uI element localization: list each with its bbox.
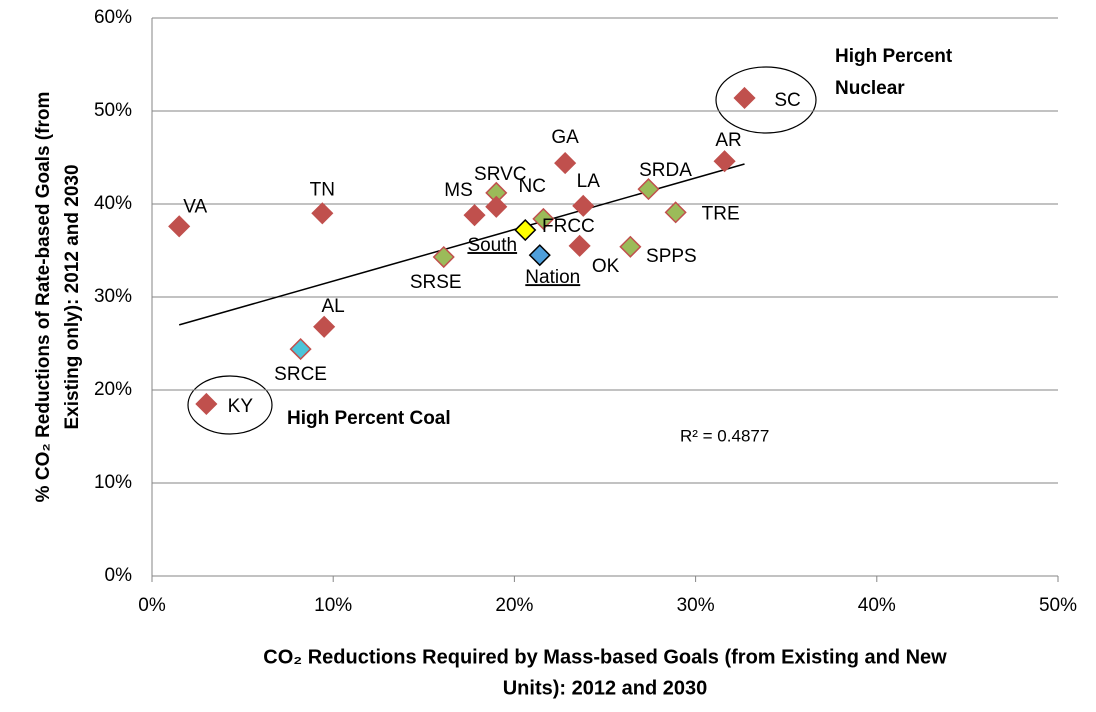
- point: [733, 86, 756, 110]
- point-label: GA: [551, 127, 579, 148]
- point-label: OK: [592, 256, 620, 277]
- point-label: VA: [183, 196, 207, 217]
- y-tick-label: 60%: [94, 7, 132, 28]
- point: [514, 218, 537, 242]
- point: [289, 338, 312, 361]
- y-tick-label: 50%: [94, 100, 132, 121]
- x-tick-label: 20%: [495, 595, 533, 616]
- r-squared: R² = 0.4877: [680, 426, 769, 445]
- point: [311, 202, 334, 225]
- point: [485, 195, 508, 218]
- point-label: KY: [228, 396, 254, 417]
- x-tick-label: 50%: [1039, 595, 1077, 616]
- point-label: South: [467, 235, 517, 256]
- x-tick-label: 40%: [858, 595, 896, 616]
- point: [195, 392, 218, 416]
- point: [554, 152, 577, 175]
- x-axis-title: Units): 2012 and 2030: [503, 677, 708, 699]
- point: [713, 150, 736, 173]
- annotation: High Percent: [835, 46, 953, 67]
- point: [432, 245, 455, 269]
- point-label: TN: [310, 179, 335, 200]
- point: [572, 194, 595, 217]
- point-label: AR: [715, 130, 741, 151]
- y-tick-label: 40%: [94, 193, 132, 214]
- point: [568, 234, 591, 257]
- point-label: AL: [322, 296, 345, 317]
- y-tick-label: 20%: [94, 379, 132, 400]
- y-axis-title: Existing only): 2012 and 2030: [62, 164, 83, 429]
- point-label: SC: [774, 90, 800, 111]
- point-label: NC: [519, 176, 546, 197]
- nuclear-circle: [715, 66, 817, 134]
- point: [637, 178, 660, 201]
- point: [528, 244, 551, 267]
- point: [313, 315, 336, 338]
- x-tick-label: 0%: [138, 595, 166, 616]
- point-label: Nation: [525, 267, 580, 288]
- point: [168, 215, 191, 238]
- point-label: SRDA: [639, 160, 692, 181]
- x-tick-label: 30%: [677, 595, 715, 616]
- point-label: LA: [577, 171, 601, 192]
- y-tick-label: 10%: [94, 472, 132, 493]
- point-label: SRSE: [410, 272, 462, 293]
- x-axis-title: CO₂ Reductions Required by Mass-based Go…: [263, 646, 947, 668]
- point-label: SRVC: [474, 164, 526, 185]
- annotation: High Percent Coal: [287, 408, 451, 429]
- coal-circle: [187, 375, 273, 435]
- y-axis-title: % CO₂ Reductions of Rate-based Goals (fr…: [33, 92, 54, 503]
- point: [619, 235, 642, 258]
- annotation: Nuclear: [835, 78, 905, 99]
- point-label: MS: [444, 180, 473, 201]
- point: [664, 201, 687, 224]
- y-tick-label: 0%: [105, 565, 133, 586]
- point-label: FRCC: [542, 216, 595, 237]
- point: [532, 207, 555, 230]
- point-label: SPPS: [646, 246, 697, 267]
- point-label: TRE: [702, 203, 740, 224]
- x-tick-label: 10%: [314, 595, 352, 616]
- y-tick-label: 30%: [94, 286, 132, 307]
- point-label: SRCE: [274, 364, 327, 385]
- point: [463, 204, 486, 227]
